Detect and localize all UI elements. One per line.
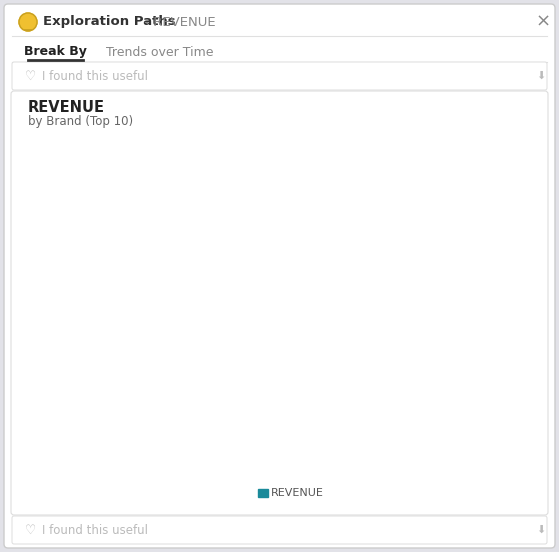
Text: ⬇: ⬇	[536, 71, 546, 81]
Text: REVENUE: REVENUE	[28, 100, 105, 115]
Bar	[211, 465, 239, 474]
Bar	[164, 465, 192, 474]
Text: ♡: ♡	[25, 70, 36, 82]
Bar	[69, 468, 98, 474]
Text: by Brand (Top 10): by Brand (Top 10)	[28, 115, 133, 129]
Text: ×: ×	[536, 13, 551, 31]
FancyBboxPatch shape	[11, 91, 548, 515]
Bar	[399, 436, 428, 474]
FancyBboxPatch shape	[12, 62, 547, 90]
Text: I found this useful: I found this useful	[42, 70, 148, 82]
Text: Break By: Break By	[23, 45, 87, 59]
Bar	[258, 489, 268, 497]
Text: - REVENUE: - REVENUE	[140, 15, 216, 29]
Text: ♡: ♡	[25, 523, 36, 537]
Text: I found this useful: I found this useful	[42, 523, 148, 537]
FancyBboxPatch shape	[12, 516, 547, 544]
Bar	[494, 208, 522, 474]
Bar	[446, 348, 475, 474]
Bar	[116, 464, 145, 474]
Bar	[305, 457, 333, 474]
Text: Trends over Time: Trends over Time	[106, 45, 214, 59]
FancyBboxPatch shape	[4, 4, 555, 548]
Bar	[258, 461, 286, 474]
Text: Exploration Paths: Exploration Paths	[43, 15, 176, 29]
Text: REVENUE: REVENUE	[271, 488, 323, 498]
Bar	[352, 445, 380, 474]
Circle shape	[19, 13, 37, 31]
Text: ⬇: ⬇	[536, 525, 546, 535]
